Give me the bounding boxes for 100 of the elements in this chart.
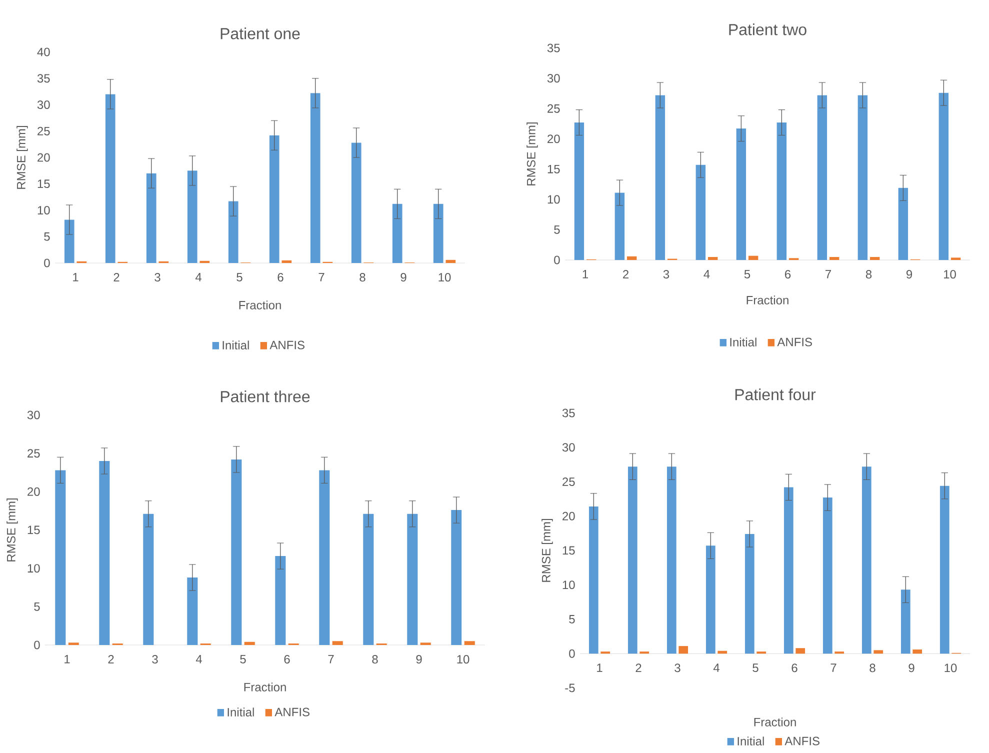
y-tick-label: 15 <box>548 164 560 174</box>
x-tick-label: 3 <box>154 273 160 282</box>
bar <box>143 514 154 645</box>
x-tick-label: 9 <box>400 273 406 282</box>
x-axis-title: Fraction <box>754 718 796 726</box>
y-tick-label: 0 <box>44 258 50 268</box>
y-tick-label: 15 <box>28 526 40 534</box>
bar <box>55 470 66 645</box>
bar <box>858 95 868 260</box>
bar <box>146 173 156 263</box>
x-tick-label: 10 <box>457 655 470 664</box>
bar <box>392 204 402 263</box>
x-tick-label: 1 <box>582 270 588 278</box>
x-tick-label: 3 <box>674 664 680 672</box>
y-tick-label: 20 <box>548 134 560 144</box>
x-axis-title: Fraction <box>244 682 286 692</box>
bar <box>900 590 910 654</box>
y-tick-label: 5 <box>34 602 40 611</box>
bar <box>228 201 238 263</box>
legend-label: Initial <box>730 338 756 346</box>
y-axis-title: RMSE [mm] <box>526 122 538 186</box>
bar <box>310 93 320 263</box>
legend-label: Initial <box>228 708 254 716</box>
bar <box>776 122 787 260</box>
x-tick-label: 7 <box>328 655 334 664</box>
y-tick-label: 35 <box>562 408 575 418</box>
x-tick-label: 6 <box>284 655 290 664</box>
bar <box>282 260 292 263</box>
bar <box>706 546 716 654</box>
x-tick-label: 4 <box>704 270 710 278</box>
bar <box>822 498 832 654</box>
y-tick-label: 20 <box>28 487 40 496</box>
y-tick-label: 25 <box>562 477 575 486</box>
x-tick-label: 6 <box>278 273 284 282</box>
bar <box>231 459 242 645</box>
bar <box>99 460 110 645</box>
x-tick-label: 10 <box>944 270 956 279</box>
y-tick-label: 30 <box>37 100 50 109</box>
bar <box>678 646 688 654</box>
bar <box>829 256 840 260</box>
legend-label: ANFIS <box>777 338 812 346</box>
bar <box>736 128 746 260</box>
bar <box>870 256 880 260</box>
y-tick-label: 5 <box>44 232 50 241</box>
bar <box>574 122 584 260</box>
bar <box>105 94 116 263</box>
bar <box>464 641 475 645</box>
bar <box>332 641 343 645</box>
bar <box>796 648 806 654</box>
bar <box>275 556 286 645</box>
x-tick-label: 3 <box>663 270 670 279</box>
y-tick-label: 25 <box>38 126 50 136</box>
x-tick-label: 6 <box>785 270 791 279</box>
legend-label: Initial <box>738 736 764 746</box>
bar <box>940 486 950 654</box>
y-tick-label: 10 <box>38 206 50 214</box>
bar <box>588 506 598 654</box>
x-tick-label: 1 <box>597 664 602 672</box>
bar <box>862 466 872 654</box>
y-tick-label: 5 <box>554 226 560 234</box>
chart-title: Patient four <box>735 388 816 400</box>
x-tick-label: 8 <box>866 270 872 279</box>
y-axis-title: RMSE [mm] <box>16 126 28 189</box>
x-tick-label: 4 <box>196 655 202 664</box>
x-tick-label: 2 <box>114 273 120 282</box>
y-tick-label: 20 <box>562 512 575 520</box>
y-tick-label: 0 <box>34 640 40 650</box>
bar <box>628 466 638 654</box>
y-tick-label: 15 <box>38 180 50 188</box>
y-tick-label: 0 <box>569 649 575 658</box>
x-tick-label: 7 <box>830 664 836 672</box>
bar <box>351 142 362 263</box>
x-tick-label: 8 <box>870 664 876 672</box>
x-tick-label: 5 <box>744 270 750 278</box>
y-tick-label: 30 <box>562 443 575 452</box>
chart-title: Patient three <box>220 390 310 402</box>
y-tick-label: 10 <box>548 195 560 204</box>
x-tick-label: 2 <box>636 664 642 672</box>
legend-label: ANFIS <box>274 708 310 716</box>
bar <box>655 95 666 260</box>
x-tick-label: 5 <box>240 655 246 664</box>
x-axis-title: Fraction <box>746 296 788 304</box>
y-tick-label: 10 <box>562 580 575 590</box>
bar <box>187 170 198 263</box>
y-tick-label: 25 <box>28 449 40 458</box>
x-tick-label: 9 <box>908 664 914 672</box>
bar <box>626 256 637 260</box>
y-tick-label: 30 <box>547 74 560 83</box>
x-tick-label: 1 <box>73 273 78 282</box>
bar <box>696 164 706 260</box>
y-tick-label: 35 <box>37 74 50 83</box>
x-tick-label: 10 <box>438 273 451 282</box>
bar <box>407 514 418 645</box>
bar <box>938 92 949 260</box>
x-tick-label: 7 <box>318 273 324 282</box>
legend-label: ANFIS <box>784 736 820 746</box>
y-tick-label: 0 <box>554 256 560 264</box>
y-tick-label: 30 <box>27 410 40 420</box>
x-tick-label: 7 <box>826 270 831 278</box>
y-tick-label: 35 <box>547 44 560 52</box>
